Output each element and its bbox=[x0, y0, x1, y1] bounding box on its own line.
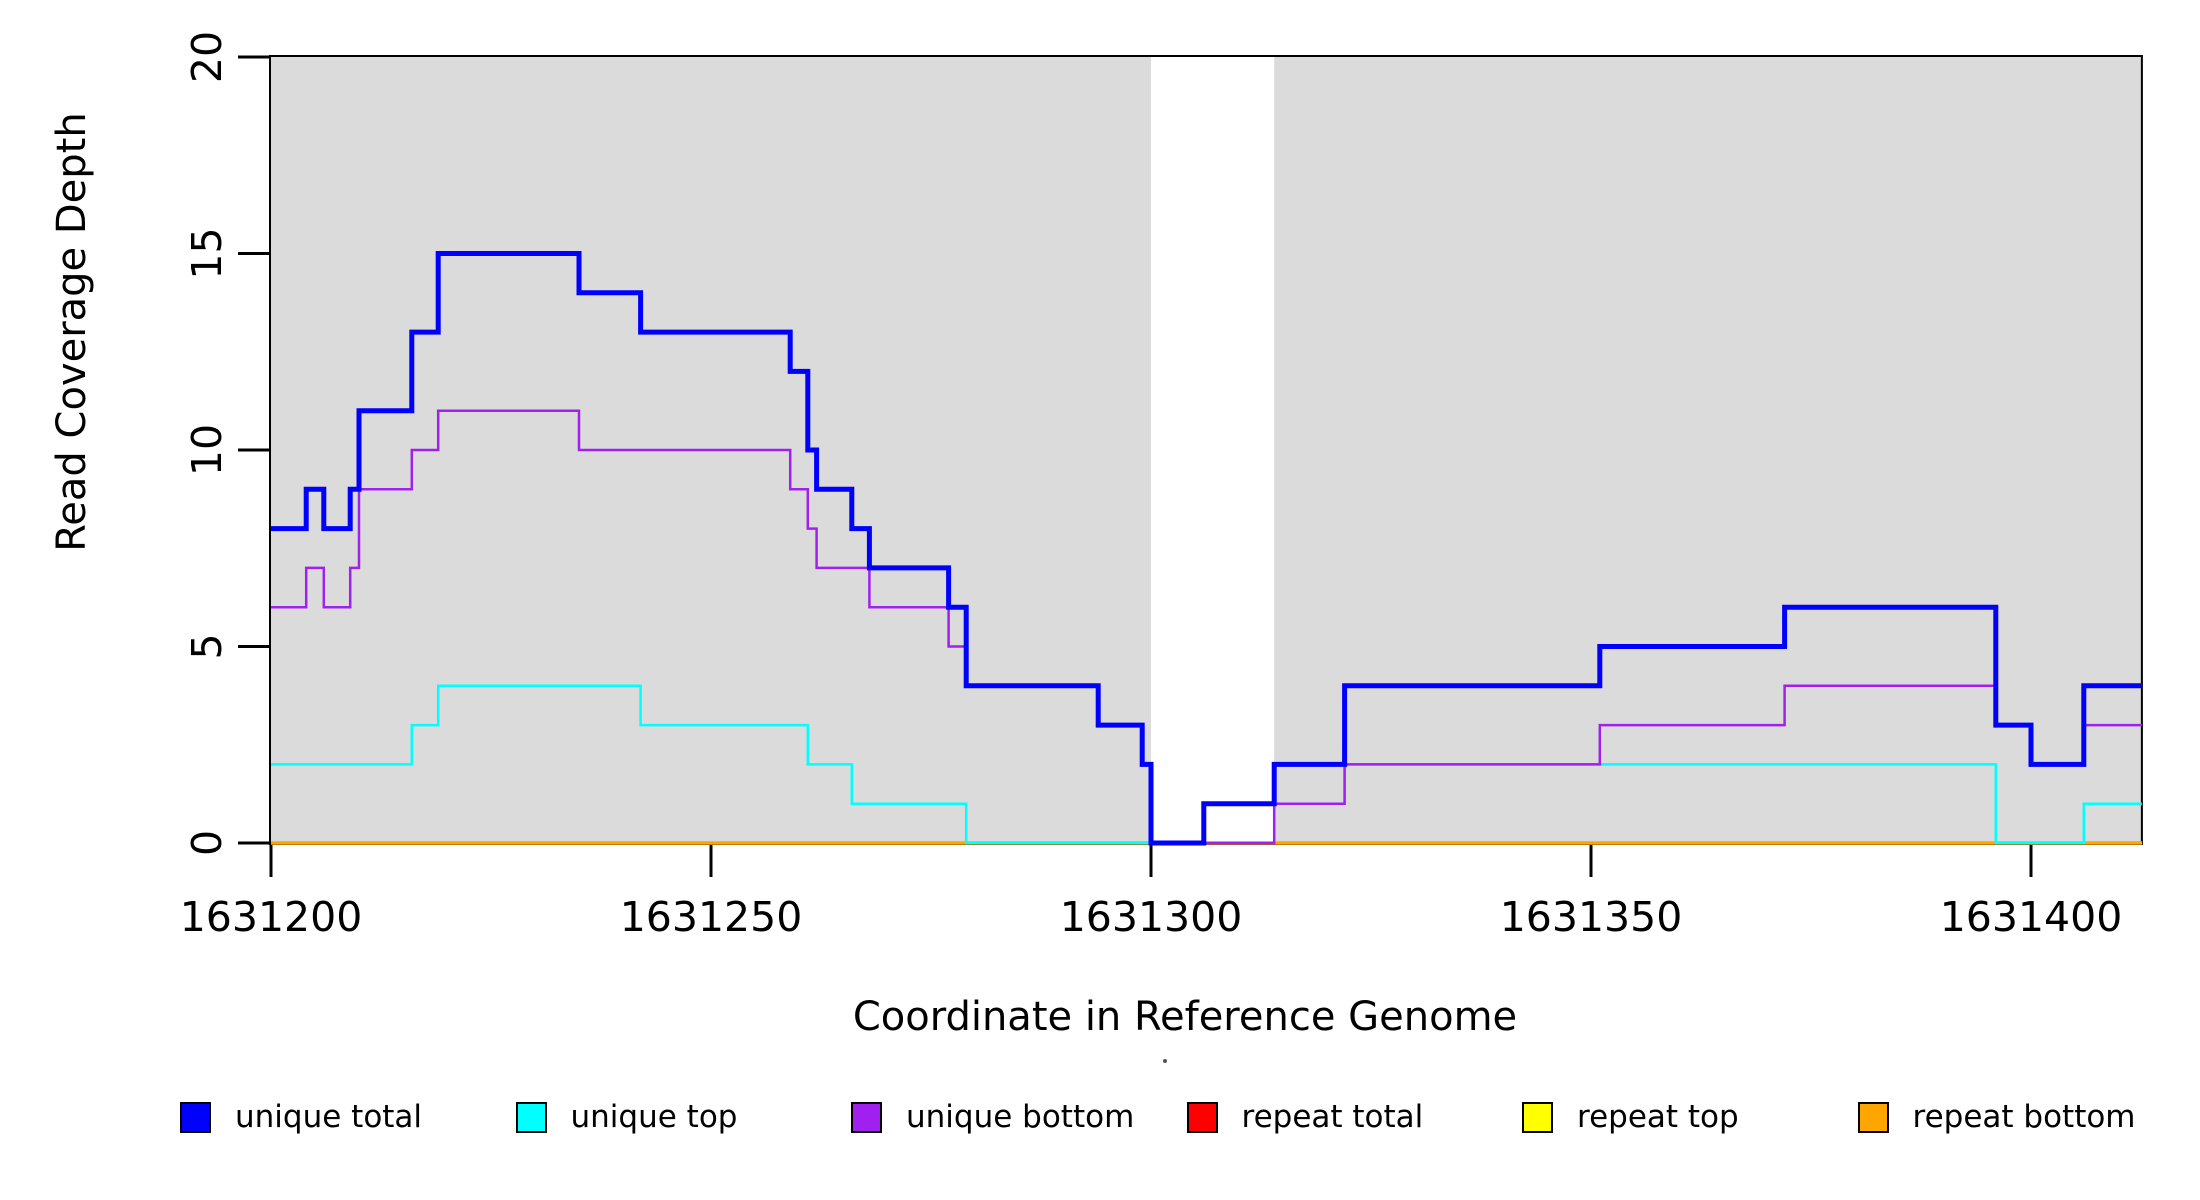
legend-swatch-repeat-bottom bbox=[1857, 1101, 1889, 1133]
legend-label: repeat total bbox=[1241, 1099, 1424, 1135]
stray-mark-dot bbox=[1163, 1059, 1167, 1063]
series-lines bbox=[271, 251, 2142, 846]
legend-item-repeat-bottom: repeat bottom bbox=[1857, 1099, 2136, 1135]
shaded-regions bbox=[271, 56, 2142, 844]
series-line-unique-bottom bbox=[271, 409, 2142, 845]
series-line-unique-top bbox=[271, 684, 2142, 845]
y-tick-label-0: 0 bbox=[183, 830, 231, 856]
legend-label: unique top bbox=[570, 1099, 738, 1135]
legend-swatch-unique-total bbox=[180, 1101, 211, 1133]
legend-swatch-repeat-total bbox=[1186, 1101, 1218, 1133]
x-tick-label-4: 1631400 bbox=[1940, 893, 2123, 941]
legend-item-repeat-top: repeat top bbox=[1522, 1099, 1739, 1135]
legend-label: repeat bottom bbox=[1912, 1099, 2136, 1135]
y-axis-title: Read Coverage Depth bbox=[49, 112, 95, 551]
y-tick-label-2: 10 bbox=[183, 424, 231, 476]
y-tick-label-1: 5 bbox=[183, 633, 231, 659]
legend-label: repeat top bbox=[1577, 1099, 1739, 1135]
x-tick-label-2: 1631300 bbox=[1060, 893, 1243, 941]
legend-item-unique-bottom: unique bottom bbox=[851, 1099, 1134, 1135]
axis-ticks: 0 5 10 15 20 1631200 1631250 1631300 1631350 1631… bbox=[180, 31, 2123, 941]
y-tick-label-4: 20 bbox=[183, 31, 231, 83]
legend-label: unique bottom bbox=[906, 1099, 1135, 1135]
series-line-unique-total bbox=[271, 251, 2142, 846]
x-axis-title: Coordinate in Reference Genome bbox=[853, 994, 1517, 1040]
legend-item-repeat-total: repeat total bbox=[1186, 1099, 1424, 1135]
x-tick-label-0: 1631200 bbox=[180, 893, 363, 941]
legend-swatch-unique-top bbox=[515, 1101, 547, 1133]
legend-item-unique-top: unique top bbox=[515, 1099, 738, 1135]
legend: unique total unique top unique bottom repea… bbox=[0, 0, 2200, 1135]
legend-label: unique total bbox=[235, 1099, 423, 1135]
legend-swatch-unique-bottom bbox=[851, 1101, 882, 1133]
x-tick-label-1: 1631250 bbox=[620, 893, 803, 941]
legend-item-unique-total: unique total bbox=[180, 1099, 422, 1135]
x-tick-label-3: 1631350 bbox=[1500, 893, 1683, 941]
y-tick-label-3: 15 bbox=[183, 227, 231, 279]
legend-swatch-repeat-top bbox=[1522, 1101, 1553, 1133]
